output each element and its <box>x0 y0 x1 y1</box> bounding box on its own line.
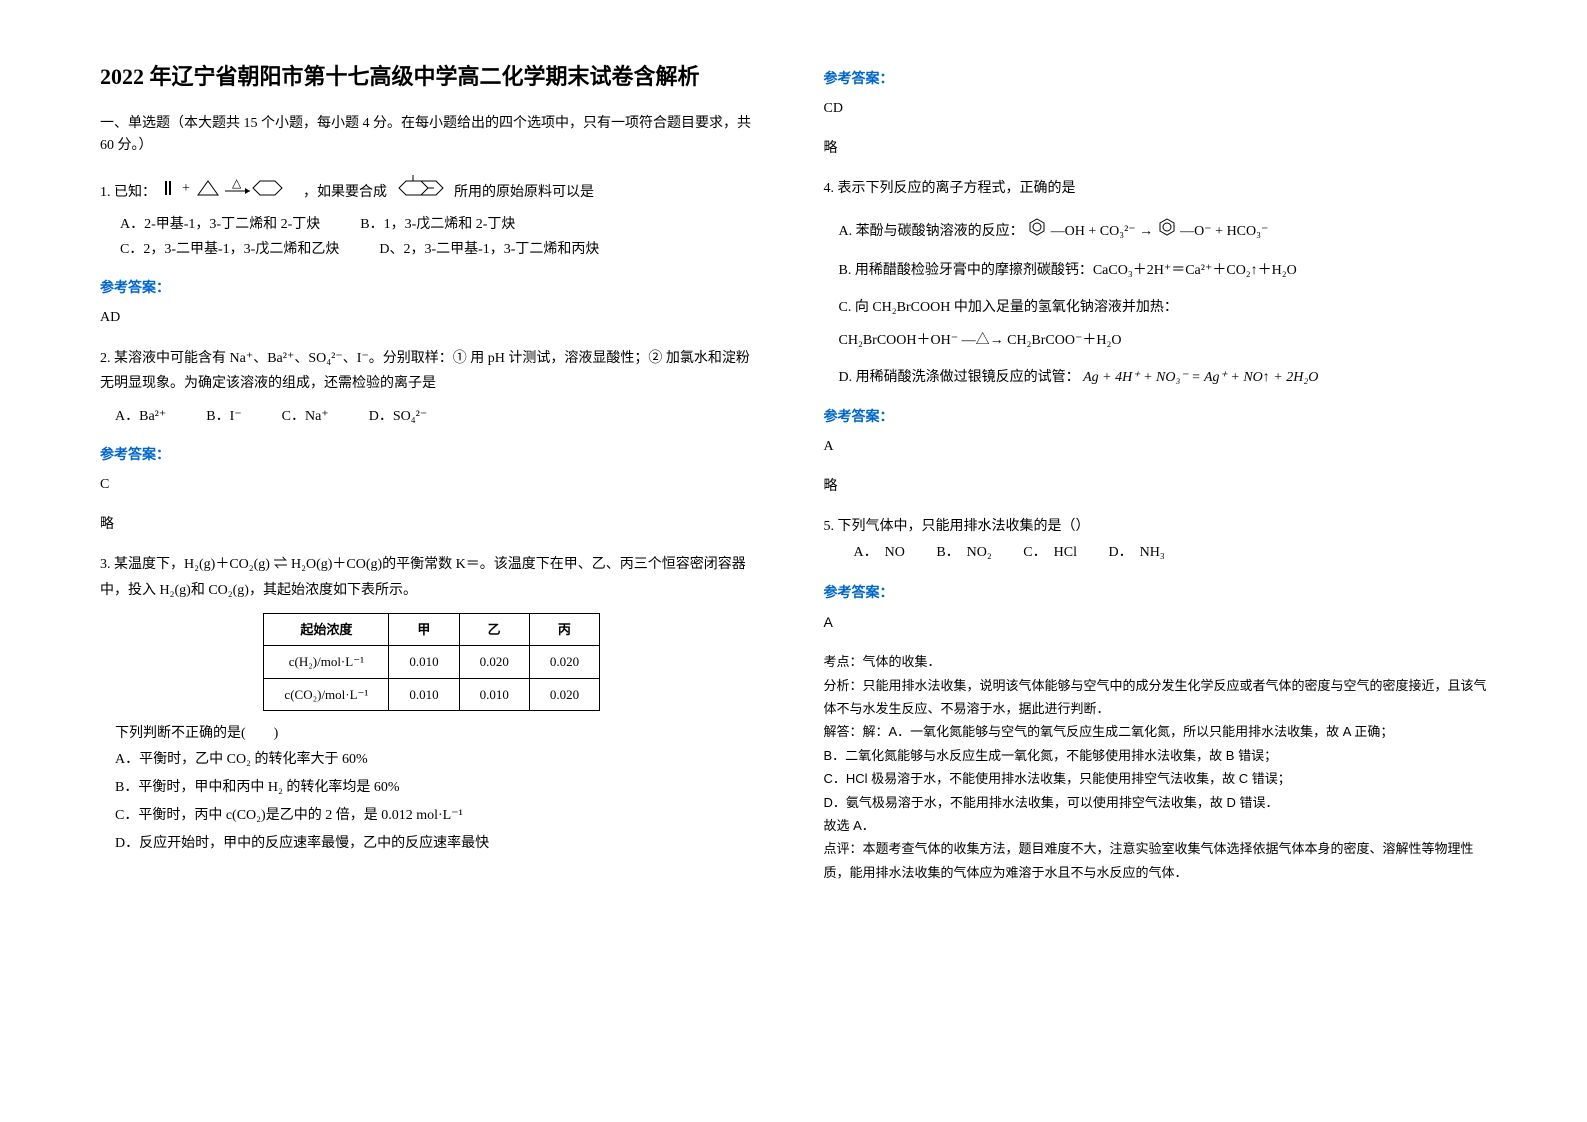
q1-optB: B．1，3-戊二烯和 2-丁炔 <box>360 212 515 237</box>
q5-explanation: 考点：气体的收集． 分析：只能用排水法收集，说明该气体能够与空气中的成分发生化学… <box>824 650 1488 884</box>
svg-text:+: + <box>182 181 190 196</box>
exam-title: 2022 年辽宁省朝阳市第十七高级中学高二化学期末试卷含解析 <box>100 60 764 93</box>
q3-stem1: 3. 某温度下，H₂(g)＋CO₂(g) ⇌ H₂O(g)＋CO(g)的平衡常数… <box>100 552 764 602</box>
td: 0.020 <box>529 678 599 710</box>
td: c(H₂)/mol·L⁻¹ <box>264 646 389 678</box>
q2-answer: C <box>100 472 764 497</box>
benzene-icon <box>1027 217 1047 246</box>
q1-optD: D、2，3-二甲基-1，3-丁二烯和丙炔 <box>379 237 599 262</box>
question-2: 2. 某溶液中可能含有 Na⁺、Ba²⁺、SO₄²⁻、I⁻。分别取样：① 用 p… <box>100 346 764 430</box>
td: 0.010 <box>389 646 459 678</box>
q3-table: 起始浓度 甲 乙 丙 c(H₂)/mol·L⁻¹ 0.010 0.020 0.0… <box>263 613 600 711</box>
q4-explanation: 略 <box>824 474 1488 499</box>
q3-optC: C．平衡时，丙中 c(CO₂)是乙中的 2 倍，是 0.012 mol·L⁻¹ <box>115 802 764 830</box>
q4-stem: 4. 表示下列反应的离子方程式，正确的是 <box>824 176 1488 201</box>
q3-explanation: 略 <box>824 136 1488 161</box>
q5-optB: B． NO₂ <box>936 545 991 560</box>
exp-line: 点评：本题考查气体的收集方法，题目难度不大，注意实验室收集气体选择依据气体本身的… <box>824 837 1488 884</box>
exp-line: 解答：解：A．一氧化氮能够与空气的氧气反应生成二氧化氮，所以只能用排水法收集，故… <box>824 720 1488 743</box>
q3-optD: D．反应开始时，甲中的反应速率最慢，乙中的反应速率最快 <box>115 830 764 858</box>
q1-answer: AD <box>100 305 764 330</box>
q2-optB: B．I⁻ <box>206 404 241 429</box>
q2-optA: A．Ba²⁺ <box>115 404 166 429</box>
q3-answer: CD <box>824 96 1488 121</box>
q1-stem-prefix: 1. 已知： <box>100 185 156 200</box>
q1-optC: C．2，3-二甲基-1，3-戊二烯和乙炔 <box>120 237 339 262</box>
q4-answer: A <box>824 434 1488 459</box>
q4-optC2: CH₂BrCOOH＋OH⁻ —△→ CH₂BrCOO⁻＋H₂O <box>839 328 1488 353</box>
question-5: 5. 下列气体中，只能用排水法收集的是（） A． NO B． NO₂ C． HC… <box>824 514 1488 567</box>
exp-line: 考点：气体的收集． <box>824 650 1488 673</box>
benzene-icon <box>1157 217 1177 246</box>
svg-text:△: △ <box>232 176 242 190</box>
answer-label: 参考答案： <box>824 406 1488 426</box>
q1-options: A．2-甲基-1，3-丁二烯和 2-丁炔 B．1，3-戊二烯和 2-丁炔 C．2… <box>120 212 764 262</box>
td: 0.010 <box>459 678 529 710</box>
q1-reaction-svg: +△ <box>160 173 300 212</box>
th: 甲 <box>389 613 459 645</box>
exp-line: C．HCl 极易溶于水，不能使用排水法收集，只能使用排空气法收集，故 C 错误； <box>824 767 1488 790</box>
table-header-row: 起始浓度 甲 乙 丙 <box>264 613 600 645</box>
q5-answer: A <box>824 610 1488 635</box>
table-row: c(H₂)/mol·L⁻¹ 0.010 0.020 0.020 <box>264 646 600 678</box>
q1-stem-suffix: 所用的原始原料可以是 <box>454 185 594 200</box>
answer-label: 参考答案： <box>824 68 1488 88</box>
td: 0.020 <box>529 646 599 678</box>
question-3: 3. 某温度下，H₂(g)＋CO₂(g) ⇌ H₂O(g)＋CO(g)的平衡常数… <box>100 552 764 858</box>
q2-explanation: 略 <box>100 512 764 537</box>
q4-optA-end: —O⁻ + HCO₃⁻ <box>1180 223 1268 238</box>
td: 0.020 <box>459 646 529 678</box>
q4-optA-pre: A. 苯酚与碳酸钠溶液的反应： <box>839 223 1024 238</box>
q2-optC: C．Na⁺ <box>282 404 329 429</box>
q4-optC1: C. 向 CH₂BrCOOH 中加入足量的氢氧化钠溶液并加热： <box>839 295 1488 320</box>
question-1: 1. 已知： +△ ，如果要合成 所用的原始原料可以是 A．2-甲基-1，3-丁… <box>100 173 764 263</box>
q4-optA-mid: —OH + CO₃²⁻ → <box>1051 223 1154 238</box>
q3-optA: A．平衡时，乙中 CO₂ 的转化率大于 60% <box>115 746 764 774</box>
q4-optB: B. 用稀醋酸检验牙膏中的摩擦剂碳酸钙：CaCO₃＋2H⁺＝Ca²⁺＋CO₂↑＋… <box>839 258 1488 283</box>
th: 起始浓度 <box>264 613 389 645</box>
q1-optA: A．2-甲基-1，3-丁二烯和 2-丁炔 <box>120 212 320 237</box>
exp-line: 分析：只能用排水法收集，说明该气体能够与空气中的成分发生化学反应或者气体的密度与… <box>824 674 1488 721</box>
table-row: c(CO₂)/mol·L⁻¹ 0.010 0.010 0.020 <box>264 678 600 710</box>
right-column: 参考答案： CD 略 4. 表示下列反应的离子方程式，正确的是 A. 苯酚与碳酸… <box>824 60 1488 1062</box>
q1-product-svg <box>391 173 451 212</box>
q3-optB: B．平衡时，甲中和丙中 H₂ 的转化率均是 60% <box>115 774 764 802</box>
left-column: 2022 年辽宁省朝阳市第十七高级中学高二化学期末试卷含解析 一、单选题（本大题… <box>100 60 764 1062</box>
section-heading: 一、单选题（本大题共 15 个小题，每小题 4 分。在每小题给出的四个选项中，只… <box>100 113 764 158</box>
td: 0.010 <box>389 678 459 710</box>
q1-stem-mid: ，如果要合成 <box>303 185 387 200</box>
exp-line: B．二氧化氮能够与水反应生成一氧化氮，不能够使用排水法收集，故 B 错误； <box>824 744 1488 767</box>
q5-optC: C． HCl <box>1023 545 1077 560</box>
td: c(CO₂)/mol·L⁻¹ <box>264 678 389 710</box>
q4-optD-eq: Ag + 4H⁺ + NO₃⁻ = Ag⁺ + NO↑ + 2H₂O <box>1083 370 1318 385</box>
answer-label: 参考答案： <box>824 582 1488 602</box>
q2-stem: 2. 某溶液中可能含有 Na⁺、Ba²⁺、SO₄²⁻、I⁻。分别取样：① 用 p… <box>100 346 764 396</box>
q5-optD: D． NH₃ <box>1108 545 1164 560</box>
q5-stem: 5. 下列气体中，只能用排水法收集的是（） <box>824 514 1488 539</box>
q3-stem2: 下列判断不正确的是( ) <box>115 721 764 746</box>
th: 丙 <box>529 613 599 645</box>
answer-label: 参考答案： <box>100 277 764 297</box>
q5-optA: A． NO <box>854 545 905 560</box>
exp-line: 故选 A． <box>824 814 1488 837</box>
q2-optD: D．SO₄²⁻ <box>369 404 427 429</box>
exp-line: D．氨气极易溶于水，不能用排水法收集，可以使用排空气法收集，故 D 错误． <box>824 791 1488 814</box>
q4-optD-pre: D. 用稀硝酸洗涤做过银镜反应的试管： <box>839 370 1080 385</box>
th: 乙 <box>459 613 529 645</box>
question-4: 4. 表示下列反应的离子方程式，正确的是 A. 苯酚与碳酸钠溶液的反应： —OH… <box>824 176 1488 390</box>
answer-label: 参考答案： <box>100 444 764 464</box>
